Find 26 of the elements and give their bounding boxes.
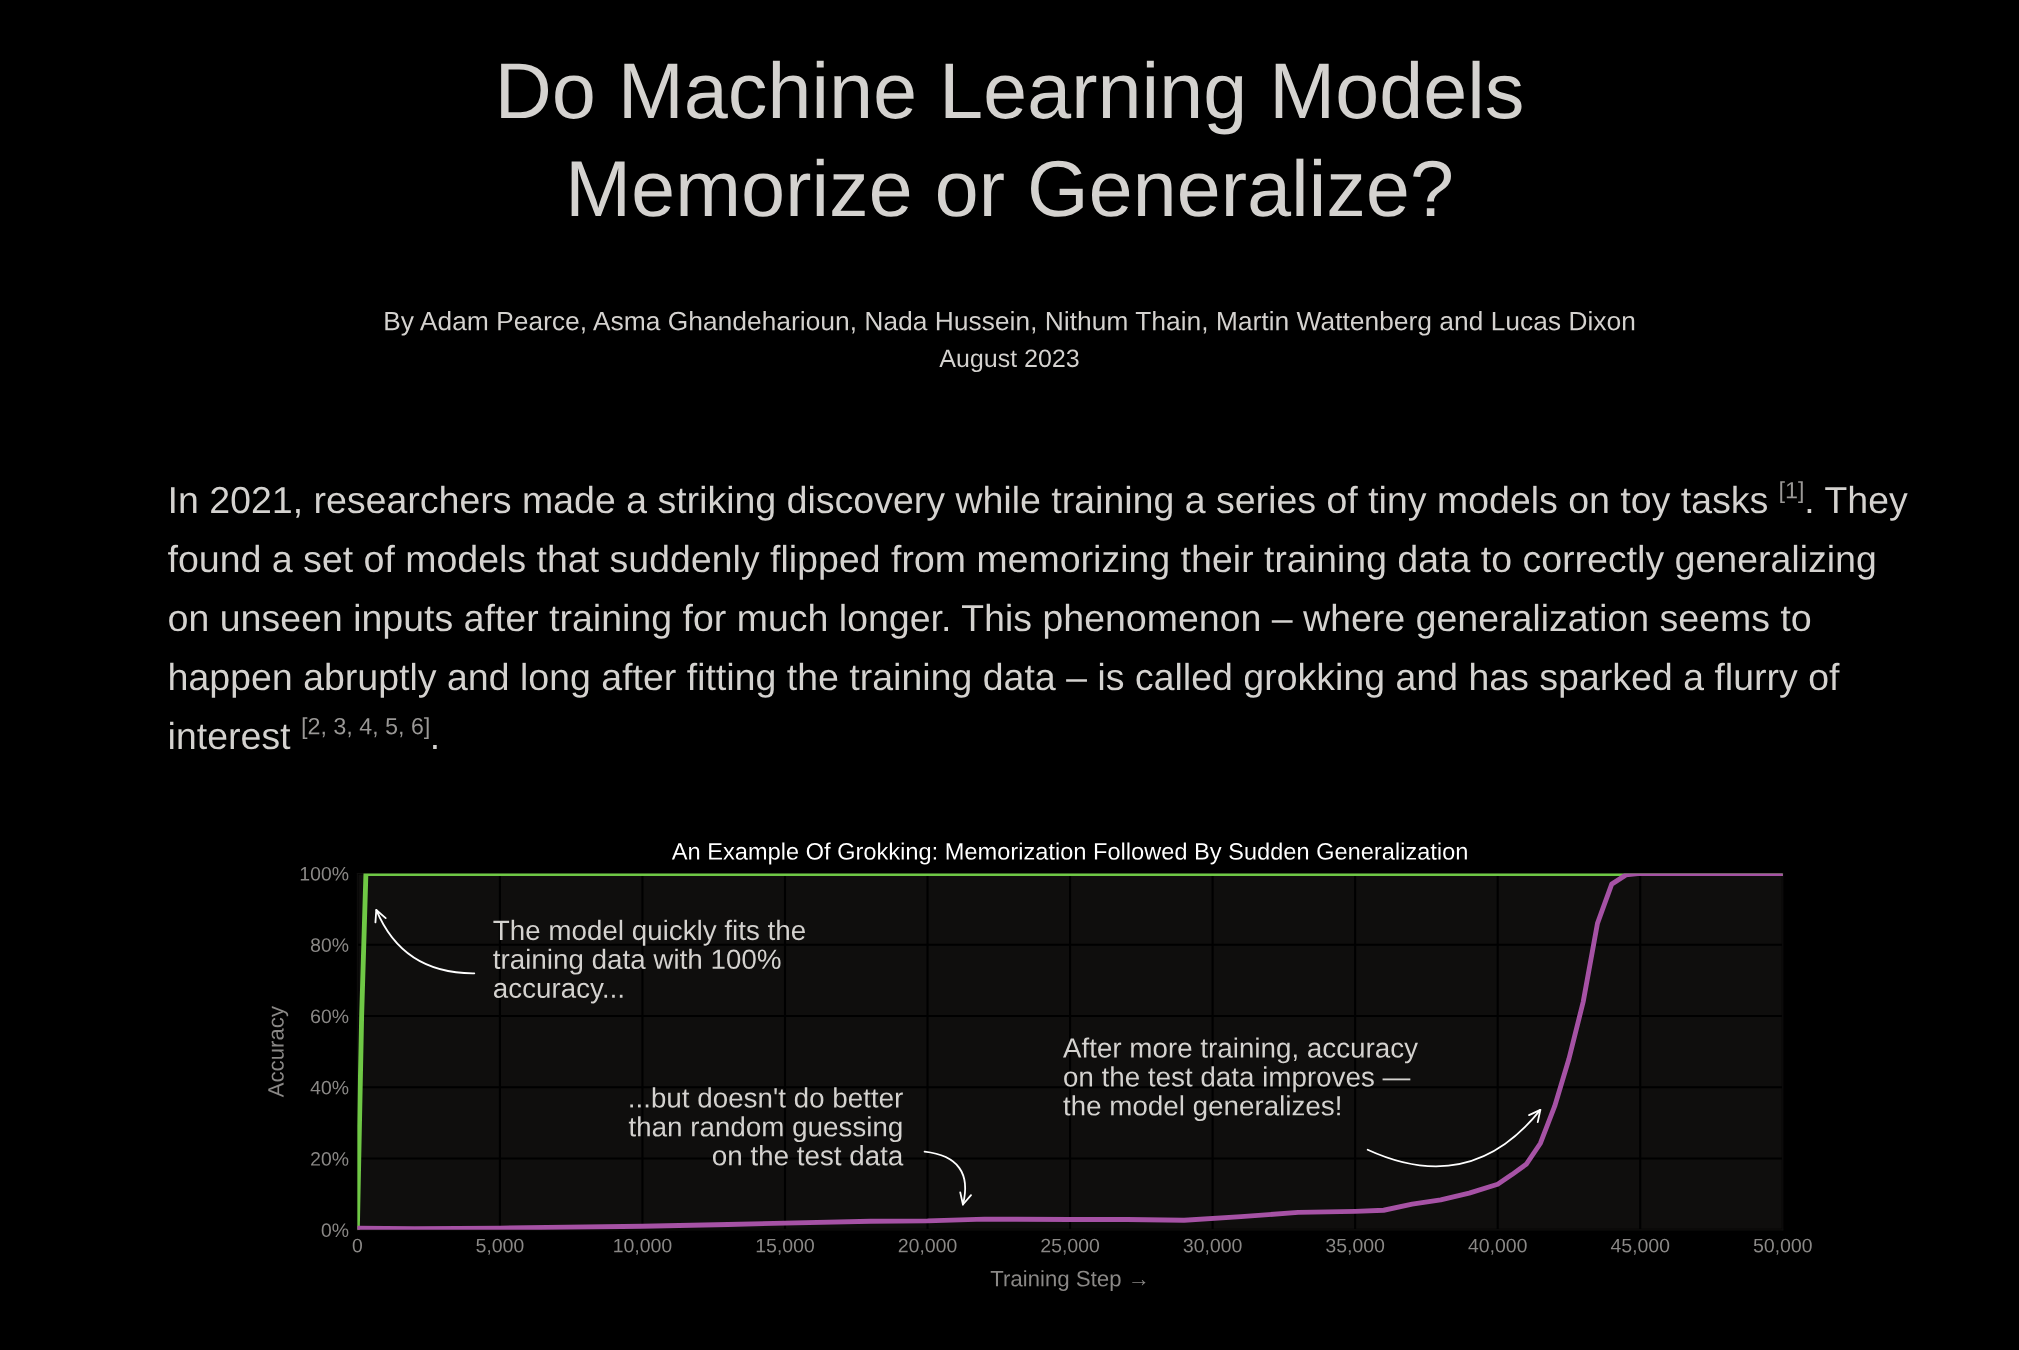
x-tick-label: 10,000 [614,1238,672,1255]
y-tick-label: 60% [311,1009,349,1024]
annotation: The model quickly fits the training data with 100% accuracy... [493,919,805,1004]
x-tick-label: 30,000 [1183,1238,1242,1255]
x-tick-label: 50,000 [1753,1238,1812,1255]
y-tick-label: 0% [321,1223,349,1238]
x-tick-label: 5,000 [476,1238,524,1255]
chart-title: Do Machine Learning Models Memorize or Generalize? [501,60,1522,217]
y-tick-label: 80% [310,938,349,952]
y-tick-label: 20% [311,1152,349,1166]
annotation: ...but doesn't do better than random guessing on the test data [628,1087,904,1166]
x-tick-label: 20,000 [898,1238,957,1255]
y-axis-title: Accuracy [268,1006,289,1098]
text: August 2023 [939,349,1079,373]
y-tick-label: 40% [310,1080,349,1095]
annotation: After more training, accuracy on the test data improves — the model generalizes! [1063,1037,1418,1122]
x-axis-title: Training Step → [990,1270,1146,1291]
x-tick-label: 25,000 [1041,1238,1100,1255]
x-tick-label: 15,000 [756,1238,814,1255]
y-tick-label: 100% [300,866,349,881]
x-tick-label: 45,000 [1610,1238,1670,1255]
x-tick-label: 40,000 [1468,1238,1527,1255]
chart-subtitle: An Example Of Grokking: Memorization Followed By Sudden Generalization [671,842,1467,865]
x-tick-label: 0 [352,1238,363,1253]
x-tick-label: 35,000 [1326,1238,1385,1255]
text: By Adam Pearce, Asma Ghandeharioun, Nada Hussein, Nithum Thain, Martin Wattenberg and Lucas Dixon [385,311,1635,336]
